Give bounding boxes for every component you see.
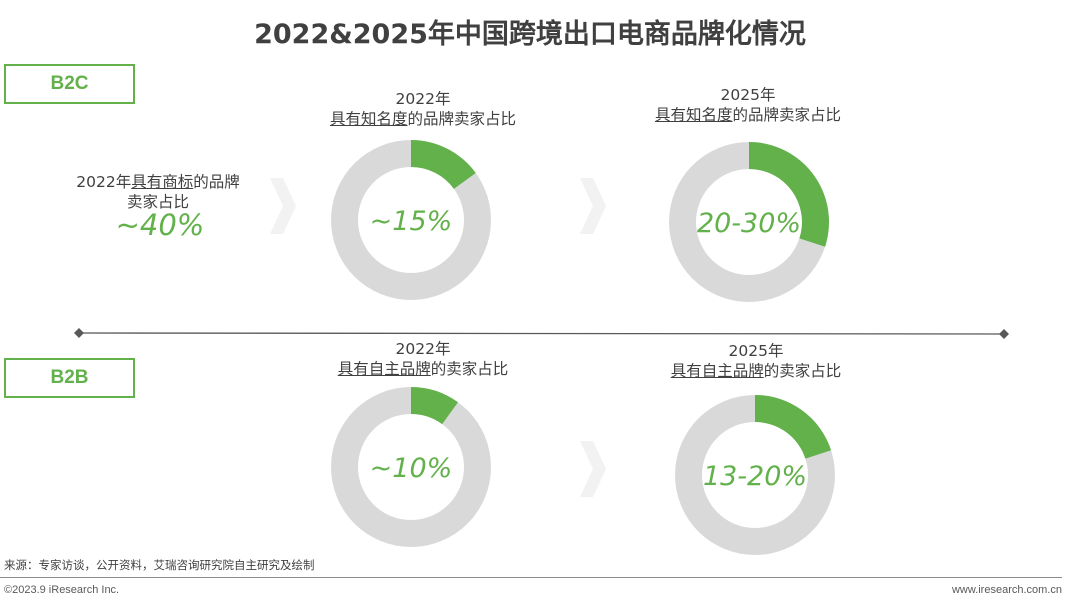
divider-end-left — [74, 328, 84, 338]
caption-b2c-2022: 2022年 具有知名度的品牌卖家占比 — [300, 89, 546, 129]
donut-ring — [331, 387, 491, 547]
caption-suffix: 的卖家占比 — [763, 362, 842, 380]
donut-value-label: 20-30% — [697, 208, 801, 239]
b2c-trademark-caption: 2022年具有商标的品牌 卖家占比 — [60, 172, 256, 212]
caption-year: 2022年 — [395, 340, 451, 358]
donut-b2c_2025: 20-30% — [669, 142, 829, 302]
trademark-value: ~40% — [115, 208, 205, 242]
trademark-underlined: 具有商标 — [131, 173, 194, 191]
caption-suffix: 的品牌卖家占比 — [732, 106, 842, 124]
caption-year: 2022年 — [395, 90, 451, 108]
donut-b2b_2025: 13-20% — [675, 395, 835, 555]
page-title: 2022&2025年中国跨境出口电商品牌化情况 — [254, 19, 806, 50]
section-divider — [74, 328, 1009, 339]
caption-underlined: 具有知名度 — [329, 110, 408, 128]
caption-b2b-2025: 2025年 具有自主品牌的卖家占比 — [633, 341, 879, 381]
donut-charts: ~15% 20-30% ~10% 13-20% — [331, 140, 835, 555]
divider-end-right — [999, 329, 1009, 339]
donut-value-label: 13-20% — [703, 461, 807, 492]
footer-website: www.iresearch.com.cn — [951, 584, 1062, 596]
b2c-segment-label: B2C — [4, 64, 135, 104]
trademark-line2: 卖家占比 — [126, 193, 189, 211]
donut-b2b_2022: ~10% — [331, 387, 491, 547]
footer-copyright: ©2023.9 iResearch Inc. — [4, 584, 120, 596]
donut-slice — [755, 395, 832, 459]
donut-value-label: ~15% — [370, 206, 453, 237]
donut-slice — [749, 142, 829, 247]
caption-underlined: 具有自主品牌 — [670, 362, 764, 380]
donut-b2c_2022: ~15% — [331, 140, 491, 300]
caption-year: 2025年 — [720, 86, 776, 104]
chevron-arrow-icon — [270, 178, 296, 234]
caption-underlined: 具有知名度 — [654, 106, 733, 124]
source-note: 来源：专家访谈，公开资料，艾瑞咨询研究院自主研究及绘制 — [4, 558, 315, 572]
b2b-segment-label: B2B — [4, 358, 135, 398]
caption-suffix: 的卖家占比 — [430, 360, 509, 378]
caption-b2b-2022: 2022年 具有自主品牌的卖家占比 — [300, 339, 546, 379]
caption-underlined: 具有自主品牌 — [337, 360, 431, 378]
chevrons — [270, 178, 606, 497]
chevron-arrow-icon — [580, 178, 606, 234]
donut-value-label: ~10% — [370, 453, 453, 484]
caption-b2c-2025: 2025年 具有知名度的品牌卖家占比 — [625, 85, 871, 125]
donut-slice — [411, 387, 459, 425]
caption-suffix: 的品牌卖家占比 — [407, 110, 517, 128]
trademark-suffix: 的品牌 — [193, 173, 240, 191]
chevron-arrow-icon — [580, 441, 606, 497]
caption-year: 2025年 — [728, 342, 784, 360]
divider-line — [78, 332, 1005, 335]
footer-rule — [0, 577, 1062, 578]
trademark-year: 2022年 — [76, 173, 132, 191]
donut-slice — [411, 140, 476, 189]
